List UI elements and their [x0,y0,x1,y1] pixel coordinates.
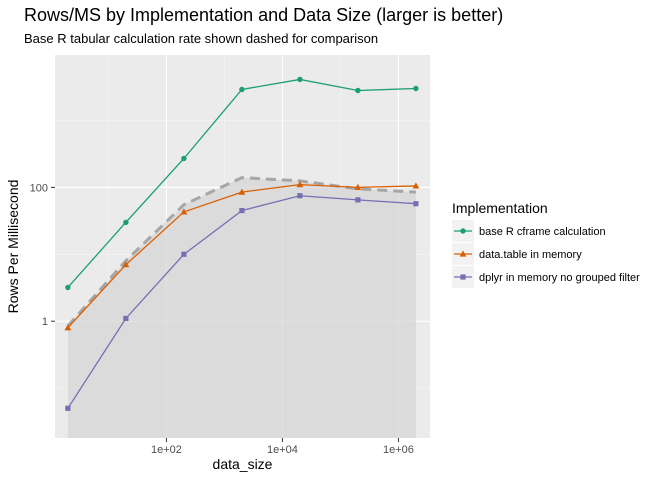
data-point [355,197,361,203]
data-point [238,188,246,195]
data-point [180,208,188,215]
data-point [412,182,420,189]
data-point [122,261,130,268]
data-point [239,86,245,93]
series-1 [64,180,420,331]
y-tick-label: 100 [30,182,48,194]
data-point [355,87,361,94]
data-point [65,284,71,291]
data-point [354,183,362,190]
legend-key-marker [460,274,466,280]
legend-key-marker [460,228,466,234]
data-point [123,219,129,226]
data-point [181,251,187,257]
series-0 [65,76,419,291]
data-point [239,207,245,214]
x-tick-label: 1e+02 [151,444,182,456]
legend-item-0: base R cframe calculation [452,220,606,242]
legend-label: data.table in memory [479,249,582,261]
legend-title: Implementation [452,200,548,216]
reference-dashed-line [66,176,416,327]
data-point [123,315,129,322]
x-tick-label: 1e+06 [383,444,414,456]
chart-title: Rows/MS by Implementation and Data Size … [24,5,504,25]
data-point [181,155,187,162]
x-tick-label: 1e+04 [267,444,298,456]
axes: 1e+02 1e+04 1e+06 1 100 data_size Rows Per Mil… [5,180,414,472]
data-point [413,201,419,207]
y-tick-label: 1 [42,316,48,328]
plot-area [55,55,430,438]
chart-subtitle: Base R tabular calculation rate shown da… [24,31,379,46]
legend-key-marker [459,250,467,257]
series-2 [65,193,419,411]
x-axis-title: data_size [213,456,273,472]
legend-item-2: dplyr in memory no grouped filter [452,266,640,288]
data-point [297,193,303,199]
data-point [64,324,72,331]
legend-label: base R cframe calculation [479,226,606,238]
data-point [297,76,303,83]
legend-item-1: data.table in memory [452,243,582,265]
data-point [296,180,304,188]
reference-area [67,177,416,438]
data-point [65,405,71,411]
y-axis-title: Rows Per Millisecond [5,180,21,314]
data-point [413,85,419,92]
legend: Implementation base R cframe calculation d… [452,200,640,288]
legend-label: dplyr in memory no grouped filter [479,272,640,284]
